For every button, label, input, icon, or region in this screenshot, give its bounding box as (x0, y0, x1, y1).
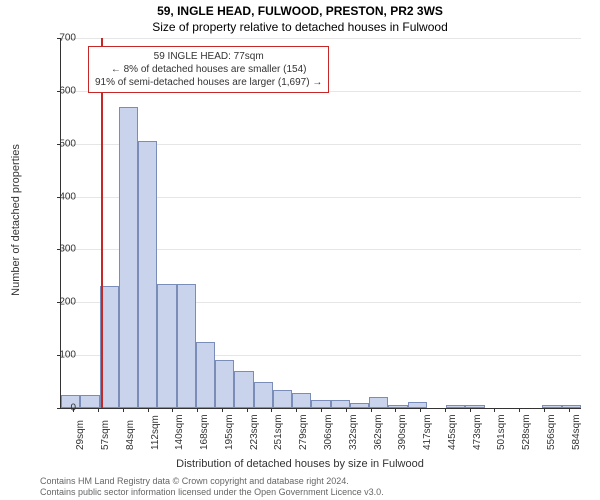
xtick-mark (420, 408, 421, 412)
footer-line-2: Contains public sector information licen… (40, 487, 384, 498)
histogram-bar (177, 284, 196, 408)
histogram-bar (234, 371, 253, 408)
footer-attribution: Contains HM Land Registry data © Crown c… (40, 476, 384, 498)
histogram-bar (292, 393, 311, 408)
histogram-bar (196, 342, 215, 408)
xtick-label: 445sqm (447, 414, 458, 450)
histogram-bar (80, 395, 99, 408)
histogram-bar (542, 405, 561, 408)
histogram-bar (369, 397, 388, 408)
xtick-label: 332sqm (348, 414, 359, 450)
y-axis-label: Number of detached properties (10, 144, 22, 296)
xtick-label: 140sqm (174, 414, 185, 450)
histogram-bar (331, 400, 350, 408)
xtick-label: 195sqm (224, 414, 235, 450)
xtick-mark (123, 408, 124, 412)
ytick-label: 0 (46, 403, 76, 414)
xtick-label: 556sqm (546, 414, 557, 450)
histogram-bar (388, 405, 407, 408)
xtick-label: 223sqm (249, 414, 260, 450)
xtick-mark (395, 408, 396, 412)
annotation-line: 59 INGLE HEAD: 77sqm (95, 50, 322, 63)
xtick-mark (197, 408, 198, 412)
histogram-bar (408, 402, 427, 408)
xtick-label: 584sqm (571, 414, 582, 450)
xtick-mark (321, 408, 322, 412)
histogram-bar (254, 382, 273, 408)
annotation-box: 59 INGLE HEAD: 77sqm← 8% of detached hou… (88, 46, 329, 93)
xtick-mark (296, 408, 297, 412)
histogram-bar (350, 403, 369, 408)
xtick-mark (271, 408, 272, 412)
xtick-mark (346, 408, 347, 412)
xtick-mark (470, 408, 471, 412)
xtick-mark (222, 408, 223, 412)
histogram-bar (138, 141, 157, 408)
xtick-mark (519, 408, 520, 412)
xtick-label: 362sqm (373, 414, 384, 450)
xtick-label: 528sqm (521, 414, 532, 450)
xtick-label: 112sqm (150, 415, 161, 450)
xtick-label: 417sqm (422, 414, 433, 450)
xtick-label: 84sqm (125, 420, 136, 450)
annotation-line: 91% of semi-detached houses are larger (… (95, 76, 322, 89)
grid-line (61, 38, 581, 39)
plot-area (60, 38, 581, 409)
xtick-mark (371, 408, 372, 412)
xtick-label: 501sqm (496, 414, 507, 450)
xtick-mark (445, 408, 446, 412)
ytick-label: 600 (46, 85, 76, 96)
histogram-bar (465, 405, 484, 408)
chart-title: 59, INGLE HEAD, FULWOOD, PRESTON, PR2 3W… (0, 4, 600, 18)
xtick-label: 57sqm (100, 420, 111, 450)
histogram-bar (157, 284, 176, 408)
xtick-mark (98, 408, 99, 412)
xtick-mark (569, 408, 570, 412)
ytick-label: 400 (46, 191, 76, 202)
chart-subtitle: Size of property relative to detached ho… (0, 20, 600, 34)
xtick-label: 168sqm (199, 414, 210, 450)
annotation-line: ← 8% of detached houses are smaller (154… (95, 63, 322, 76)
chart-container: 59, INGLE HEAD, FULWOOD, PRESTON, PR2 3W… (0, 0, 600, 500)
ytick-label: 700 (46, 33, 76, 44)
footer-line-1: Contains HM Land Registry data © Crown c… (40, 476, 384, 487)
histogram-bar (446, 405, 465, 408)
ytick-label: 200 (46, 297, 76, 308)
xtick-mark (172, 408, 173, 412)
histogram-bar (311, 400, 330, 408)
xtick-label: 306sqm (323, 414, 334, 450)
xtick-label: 473sqm (472, 414, 483, 450)
histogram-bar (215, 360, 234, 408)
histogram-bar (562, 405, 581, 408)
ytick-label: 100 (46, 350, 76, 361)
xtick-mark (544, 408, 545, 412)
histogram-bar (119, 107, 138, 408)
xtick-label: 251sqm (273, 414, 284, 450)
xtick-label: 29sqm (75, 420, 86, 450)
ytick-label: 500 (46, 138, 76, 149)
xtick-mark (148, 408, 149, 412)
xtick-label: 279sqm (298, 414, 309, 450)
reference-line (101, 38, 103, 408)
ytick-label: 300 (46, 244, 76, 255)
xtick-label: 390sqm (397, 414, 408, 450)
x-axis-label: Distribution of detached houses by size … (0, 458, 600, 470)
xtick-mark (494, 408, 495, 412)
xtick-mark (247, 408, 248, 412)
histogram-bar (273, 390, 292, 409)
